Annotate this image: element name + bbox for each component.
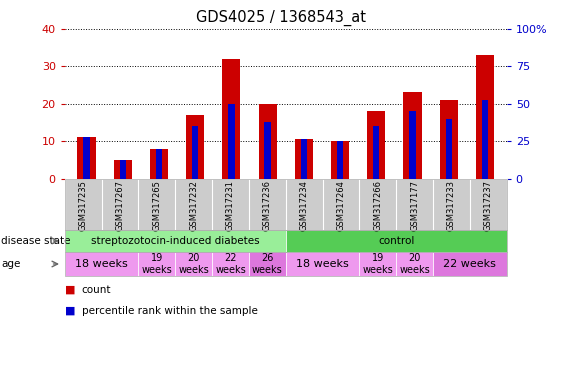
Text: age: age bbox=[1, 259, 20, 269]
Bar bbox=[367, 111, 385, 179]
Text: 18 weeks: 18 weeks bbox=[75, 259, 128, 269]
Text: GSM317233: GSM317233 bbox=[447, 180, 456, 232]
Text: 20
weeks: 20 weeks bbox=[178, 253, 209, 275]
Text: ■: ■ bbox=[65, 285, 75, 295]
Bar bbox=[119, 160, 126, 179]
Text: count: count bbox=[82, 285, 111, 295]
Text: 19
weeks: 19 weeks bbox=[141, 253, 172, 275]
Bar bbox=[404, 93, 422, 179]
Bar bbox=[337, 141, 343, 179]
Bar bbox=[482, 100, 488, 179]
Text: GSM317237: GSM317237 bbox=[484, 180, 493, 232]
Bar bbox=[301, 139, 307, 179]
Text: 22 weeks: 22 weeks bbox=[444, 259, 497, 269]
Text: GDS4025 / 1368543_at: GDS4025 / 1368543_at bbox=[196, 10, 367, 26]
Bar bbox=[83, 137, 90, 179]
Text: GSM317265: GSM317265 bbox=[153, 180, 162, 231]
Text: 18 weeks: 18 weeks bbox=[296, 259, 349, 269]
Text: streptozotocin-induced diabetes: streptozotocin-induced diabetes bbox=[91, 236, 260, 246]
Bar bbox=[258, 104, 276, 179]
Text: GSM317234: GSM317234 bbox=[300, 180, 309, 231]
Text: GSM317264: GSM317264 bbox=[337, 180, 346, 231]
Text: 20
weeks: 20 weeks bbox=[399, 253, 430, 275]
Text: ■: ■ bbox=[65, 306, 75, 316]
Bar bbox=[295, 139, 313, 179]
Bar bbox=[445, 119, 452, 179]
Text: 19
weeks: 19 weeks bbox=[363, 253, 393, 275]
Text: GSM317266: GSM317266 bbox=[373, 180, 382, 232]
Text: GSM317231: GSM317231 bbox=[226, 180, 235, 231]
Text: disease state: disease state bbox=[1, 236, 70, 246]
Bar bbox=[222, 59, 240, 179]
Bar bbox=[476, 55, 494, 179]
Bar bbox=[192, 126, 198, 179]
Bar bbox=[114, 160, 132, 179]
Text: control: control bbox=[378, 236, 414, 246]
Bar bbox=[409, 111, 415, 179]
Text: GSM317236: GSM317236 bbox=[263, 180, 272, 232]
Bar bbox=[186, 115, 204, 179]
Text: 22
weeks: 22 weeks bbox=[215, 253, 246, 275]
Bar bbox=[331, 141, 349, 179]
Text: percentile rank within the sample: percentile rank within the sample bbox=[82, 306, 257, 316]
Text: GSM317267: GSM317267 bbox=[115, 180, 124, 232]
Bar bbox=[228, 104, 235, 179]
Text: GSM317177: GSM317177 bbox=[410, 180, 419, 232]
Text: GSM317235: GSM317235 bbox=[79, 180, 88, 231]
Bar bbox=[265, 122, 271, 179]
Bar bbox=[78, 137, 96, 179]
Bar bbox=[373, 126, 379, 179]
Bar bbox=[156, 149, 162, 179]
Bar bbox=[440, 100, 458, 179]
Bar bbox=[150, 149, 168, 179]
Text: GSM317232: GSM317232 bbox=[189, 180, 198, 231]
Text: 26
weeks: 26 weeks bbox=[252, 253, 283, 275]
